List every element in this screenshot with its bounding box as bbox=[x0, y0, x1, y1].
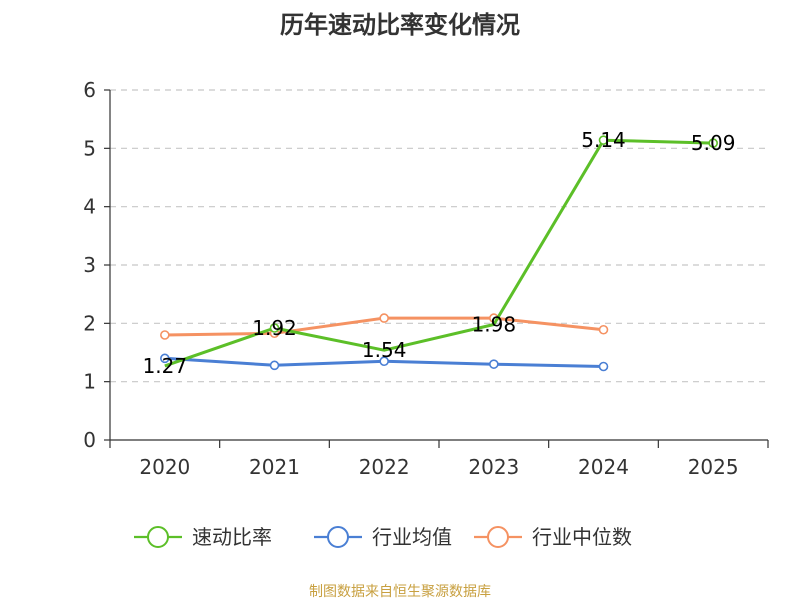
data-label: 1.98 bbox=[472, 313, 517, 337]
legend-item-1[interactable]: 行业均值 bbox=[314, 525, 452, 549]
legend-item-2[interactable]: 行业中位数 bbox=[474, 525, 632, 549]
y-tick-label: 4 bbox=[83, 195, 96, 219]
legend-marker-icon bbox=[147, 526, 169, 548]
legend-item-0[interactable]: 速动比率 bbox=[134, 525, 272, 549]
x-tick-label: 2020 bbox=[139, 455, 190, 479]
series-point-0 bbox=[269, 323, 280, 333]
series-point-2 bbox=[379, 313, 389, 323]
x-tick-label: 2024 bbox=[578, 455, 629, 479]
data-label: 5.09 bbox=[691, 131, 736, 155]
y-tick-label: 3 bbox=[83, 253, 96, 277]
legend-label: 行业中位数 bbox=[532, 525, 632, 549]
legend-marker-icon bbox=[327, 526, 349, 548]
series-line-0 bbox=[164, 138, 714, 368]
y-tick-label: 0 bbox=[83, 428, 96, 452]
legend-marker-icon bbox=[487, 526, 509, 548]
series-layer bbox=[160, 135, 718, 372]
y-tick-label: 6 bbox=[83, 78, 96, 102]
series-point-1 bbox=[489, 359, 499, 369]
series-point-0 bbox=[598, 135, 609, 145]
series-point-0 bbox=[708, 138, 718, 148]
data-label: 1.54 bbox=[362, 338, 407, 362]
source-note: 制图数据来自恒生聚源数据库 bbox=[309, 584, 491, 600]
chart-title: 历年速动比率变化情况 bbox=[280, 11, 520, 39]
x-tick-label: 2021 bbox=[249, 455, 300, 479]
series-point-1 bbox=[598, 361, 609, 372]
legend-label: 行业均值 bbox=[372, 525, 452, 549]
y-tick-label: 5 bbox=[83, 136, 96, 160]
legend-label: 速动比率 bbox=[192, 525, 272, 549]
data-labels: 1.27 1.92 1.54 1.98 5.14 5.09 bbox=[143, 128, 736, 378]
data-label: 1.27 bbox=[143, 354, 188, 378]
x-tick-label: 2022 bbox=[359, 455, 410, 479]
series-point-1 bbox=[269, 360, 280, 371]
data-label: 5.14 bbox=[581, 128, 626, 152]
data-label: 1.92 bbox=[252, 316, 297, 340]
y-tick-label: 2 bbox=[83, 311, 96, 335]
y-tick-label: 1 bbox=[83, 370, 96, 394]
series-point-1 bbox=[160, 353, 170, 364]
series-point-2 bbox=[598, 324, 609, 335]
x-tick-label: 2025 bbox=[688, 455, 739, 479]
axes: 0 1 2 3 4 5 6 2020 2021 2022 2023 2024 2025 bbox=[83, 78, 769, 479]
series-point-1 bbox=[379, 356, 389, 367]
series-point-2 bbox=[160, 330, 170, 340]
x-tick-label: 2023 bbox=[468, 455, 519, 479]
legend[interactable]: 速动比率 行业均值 行业中位数 bbox=[134, 525, 632, 549]
